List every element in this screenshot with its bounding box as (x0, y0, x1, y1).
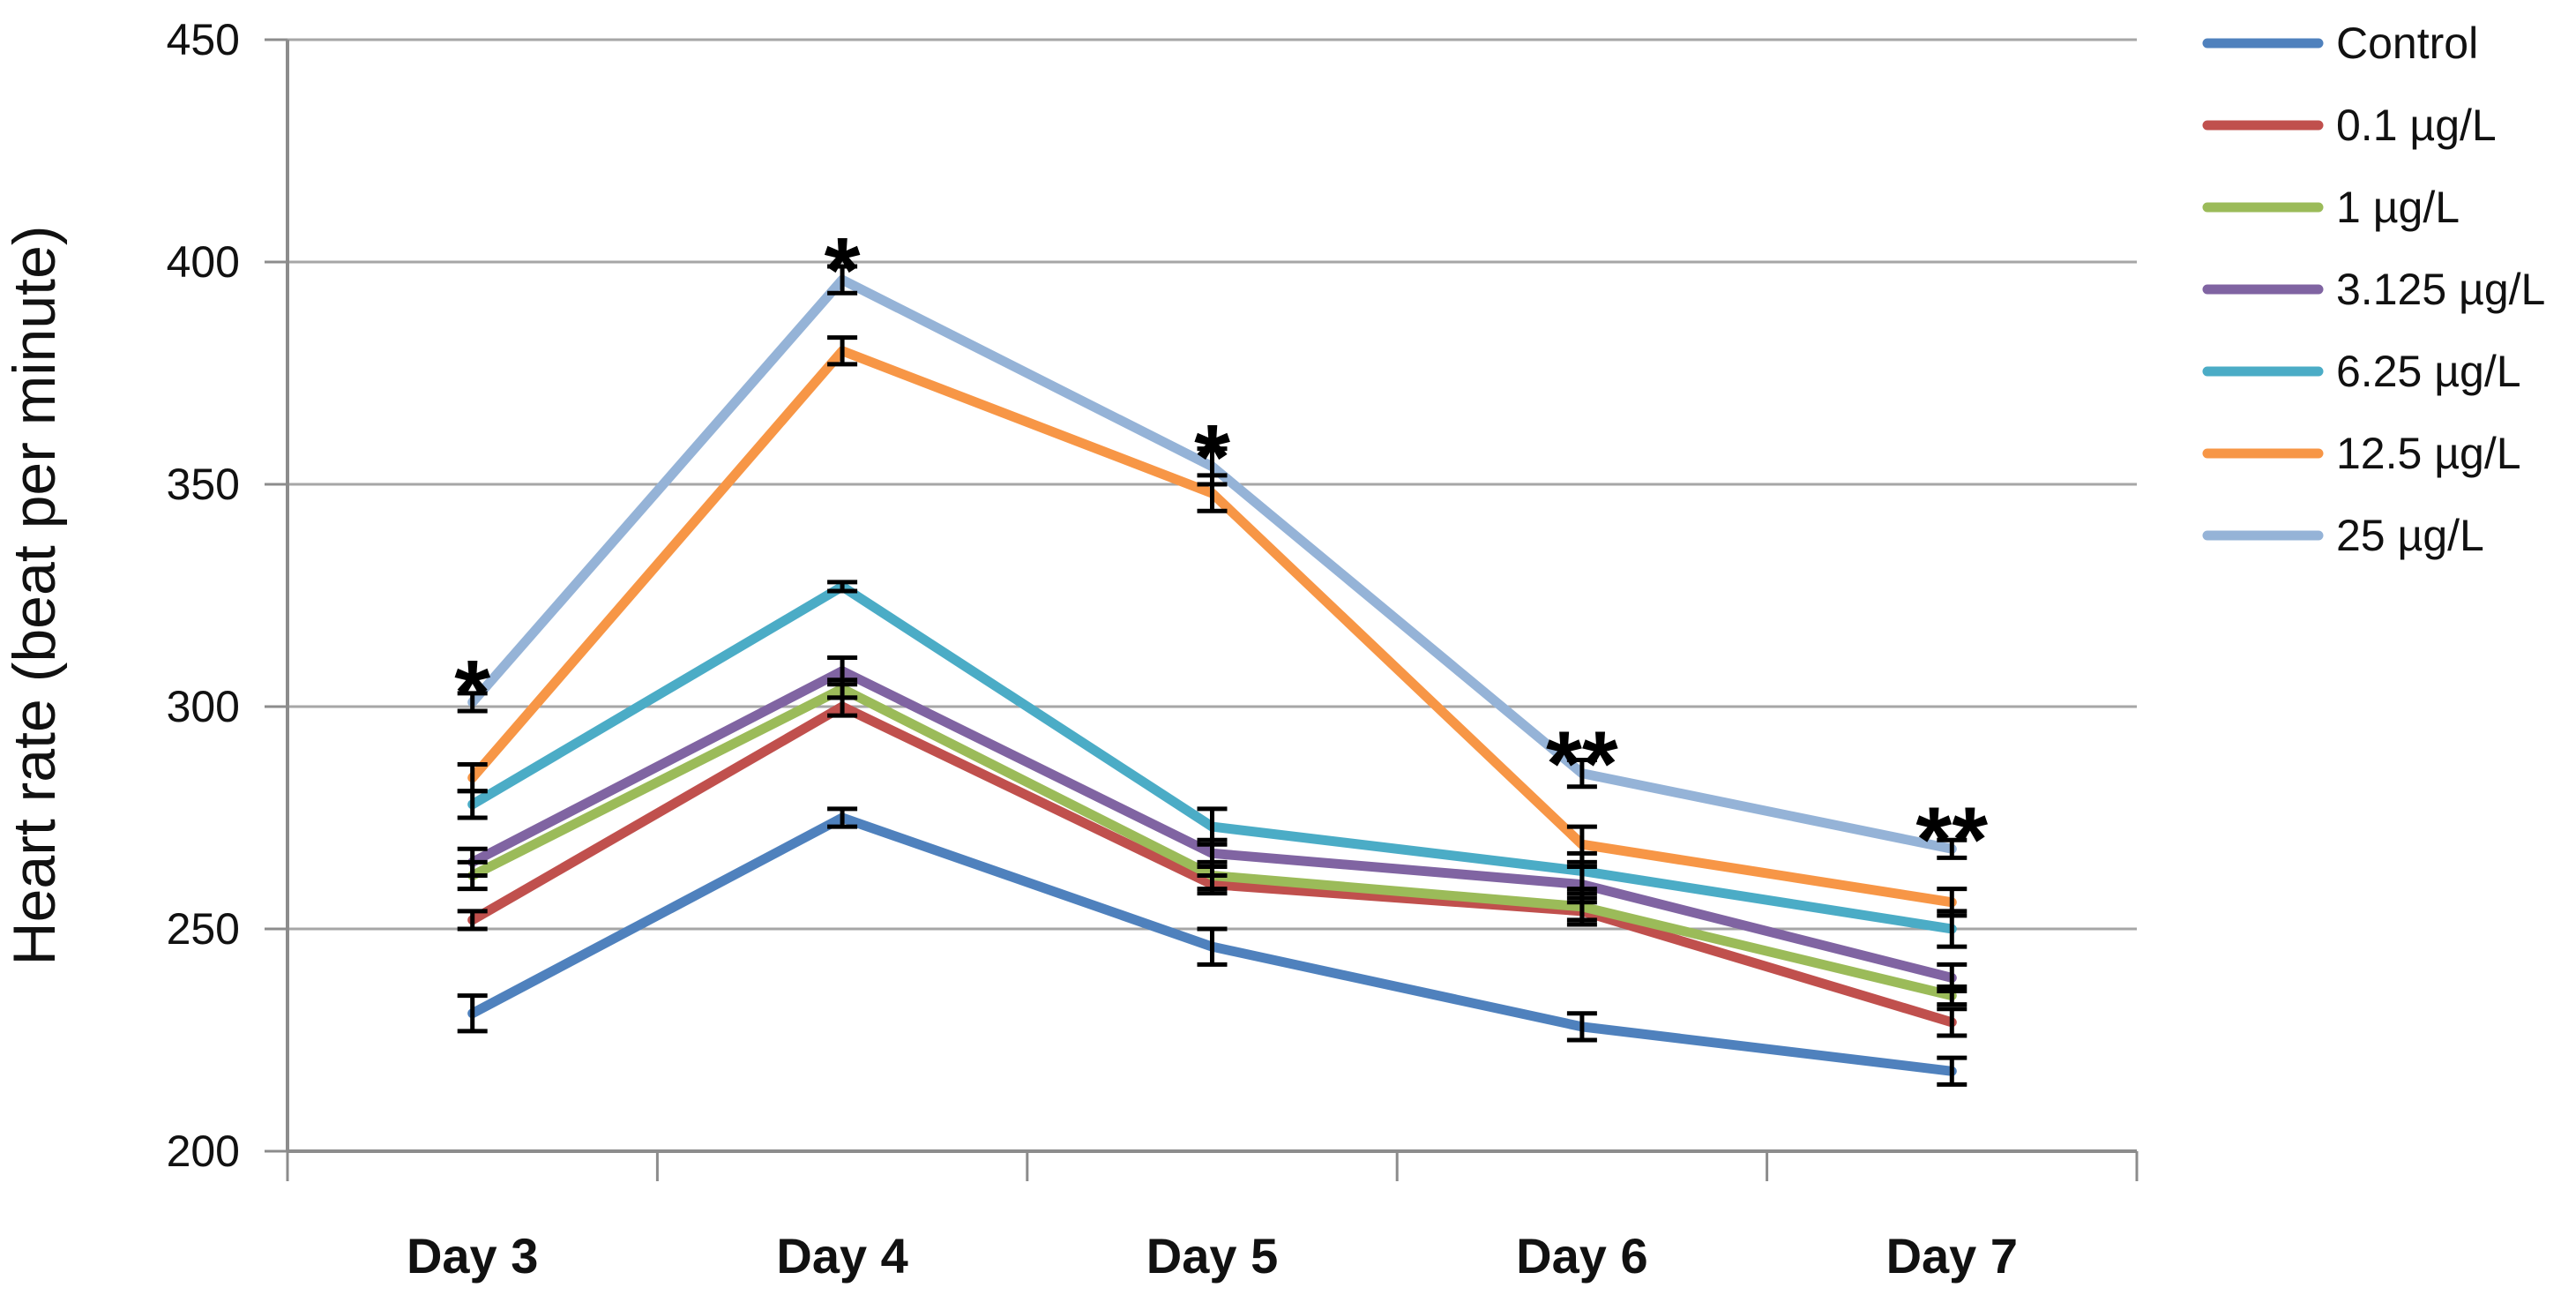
error-bar-3-125-g-l-day-7 (1937, 962, 1967, 994)
error-bar-control-day-5 (1197, 926, 1228, 967)
legend-label-6-25-g-l: 6.25 µg/L (2336, 347, 2521, 396)
error-bar-12-5-g-l-day-4 (827, 335, 858, 367)
error-bar-control-day-4 (827, 806, 858, 829)
significance-annotations: ******* (454, 219, 1988, 891)
legend: Control 0.1 µg/L 1 µg/L 3.125 µg/L 6.25 µg/L… (2202, 19, 2545, 560)
legend-item-0-1-g-l: 0.1 µg/L (2202, 101, 2497, 150)
legend-label-12-5-g-l: 12.5 µg/L (2336, 429, 2521, 478)
y-tick-label-350: 350 (167, 460, 240, 509)
error-bar-6-25-g-l-day-4 (827, 580, 858, 594)
error-bar-25-g-l-day-4 (827, 264, 858, 296)
y-tick-label-300: 300 (167, 682, 240, 731)
error-bar-0-1-g-l-day-3 (457, 909, 488, 932)
x-tick-label-day-5: Day 5 (1146, 1228, 1278, 1284)
error-bar-25-g-l-day-7 (1937, 837, 1967, 860)
error-bar-25-g-l-day-3 (457, 691, 488, 714)
significance-asterisk-day-4: * (825, 219, 861, 322)
y-tick-label-450: 450 (167, 15, 240, 64)
y-axis-tick-labels: 200 250 300 350 400 450 (167, 15, 240, 1176)
error-bar-12-5-g-l-day-7 (1937, 887, 1967, 918)
legend-label-0-1-g-l: 0.1 µg/L (2336, 101, 2497, 150)
legend-label-1-g-l: 1 µg/L (2336, 183, 2460, 232)
error-bar-0-1-g-l-day-7 (1937, 1007, 1967, 1038)
legend-item-control: Control (2202, 19, 2478, 68)
legend-item-6-25-g-l: 6.25 µg/L (2202, 347, 2521, 396)
error-bar-12-5-g-l-day-6 (1566, 824, 1597, 865)
y-tick-label-400: 400 (167, 237, 240, 287)
legend-item-25-g-l: 25 µg/L (2202, 511, 2484, 560)
error-bar-6-25-g-l-day-5 (1197, 806, 1228, 847)
x-tick-label-day-7: Day 7 (1886, 1228, 2018, 1284)
error-bar-control-day-7 (1937, 1055, 1967, 1087)
legend-item-12-5-g-l: 12.5 µg/L (2202, 429, 2521, 478)
legend-item-3-125-g-l: 3.125 µg/L (2202, 265, 2545, 314)
error-bar-3-125-g-l-day-3 (457, 846, 488, 879)
y-tick-label-250: 250 (167, 904, 240, 954)
error-bars (457, 264, 1967, 1087)
legend-label-control: Control (2336, 19, 2478, 68)
significance-asterisk-day-3: * (454, 641, 490, 745)
y-tick-label-200: 200 (167, 1127, 240, 1176)
x-tick-label-day-4: Day 4 (776, 1228, 907, 1284)
significance-asterisk-day-6: ** (1546, 713, 1618, 816)
error-bar-3-125-g-l-day-4 (827, 655, 858, 687)
legend-item-1-g-l: 1 µg/L (2202, 183, 2460, 232)
axes (265, 38, 2139, 1181)
error-bar-12-5-g-l-day-3 (457, 762, 488, 794)
x-axis-tick-labels: Day 3 Day 4 Day 5 Day 6 Day 7 (407, 1228, 2018, 1284)
significance-asterisk-day-5: * (1194, 406, 1230, 509)
legend-label-25-g-l: 25 µg/L (2336, 511, 2484, 560)
significance-asterisk-day-7: ** (1915, 788, 1988, 891)
error-bar-control-day-6 (1566, 1011, 1597, 1043)
error-bar-control-day-3 (457, 993, 488, 1034)
legend-label-3-125-g-l: 3.125 µg/L (2336, 265, 2545, 314)
x-tick-label-day-6: Day 6 (1516, 1228, 1647, 1284)
error-bar-25-g-l-day-5 (1197, 446, 1228, 487)
y-axis-title: Heart rate (beat per minute) (1, 225, 68, 965)
error-bar-25-g-l-day-6 (1566, 757, 1597, 790)
x-tick-label-day-3: Day 3 (407, 1228, 538, 1284)
